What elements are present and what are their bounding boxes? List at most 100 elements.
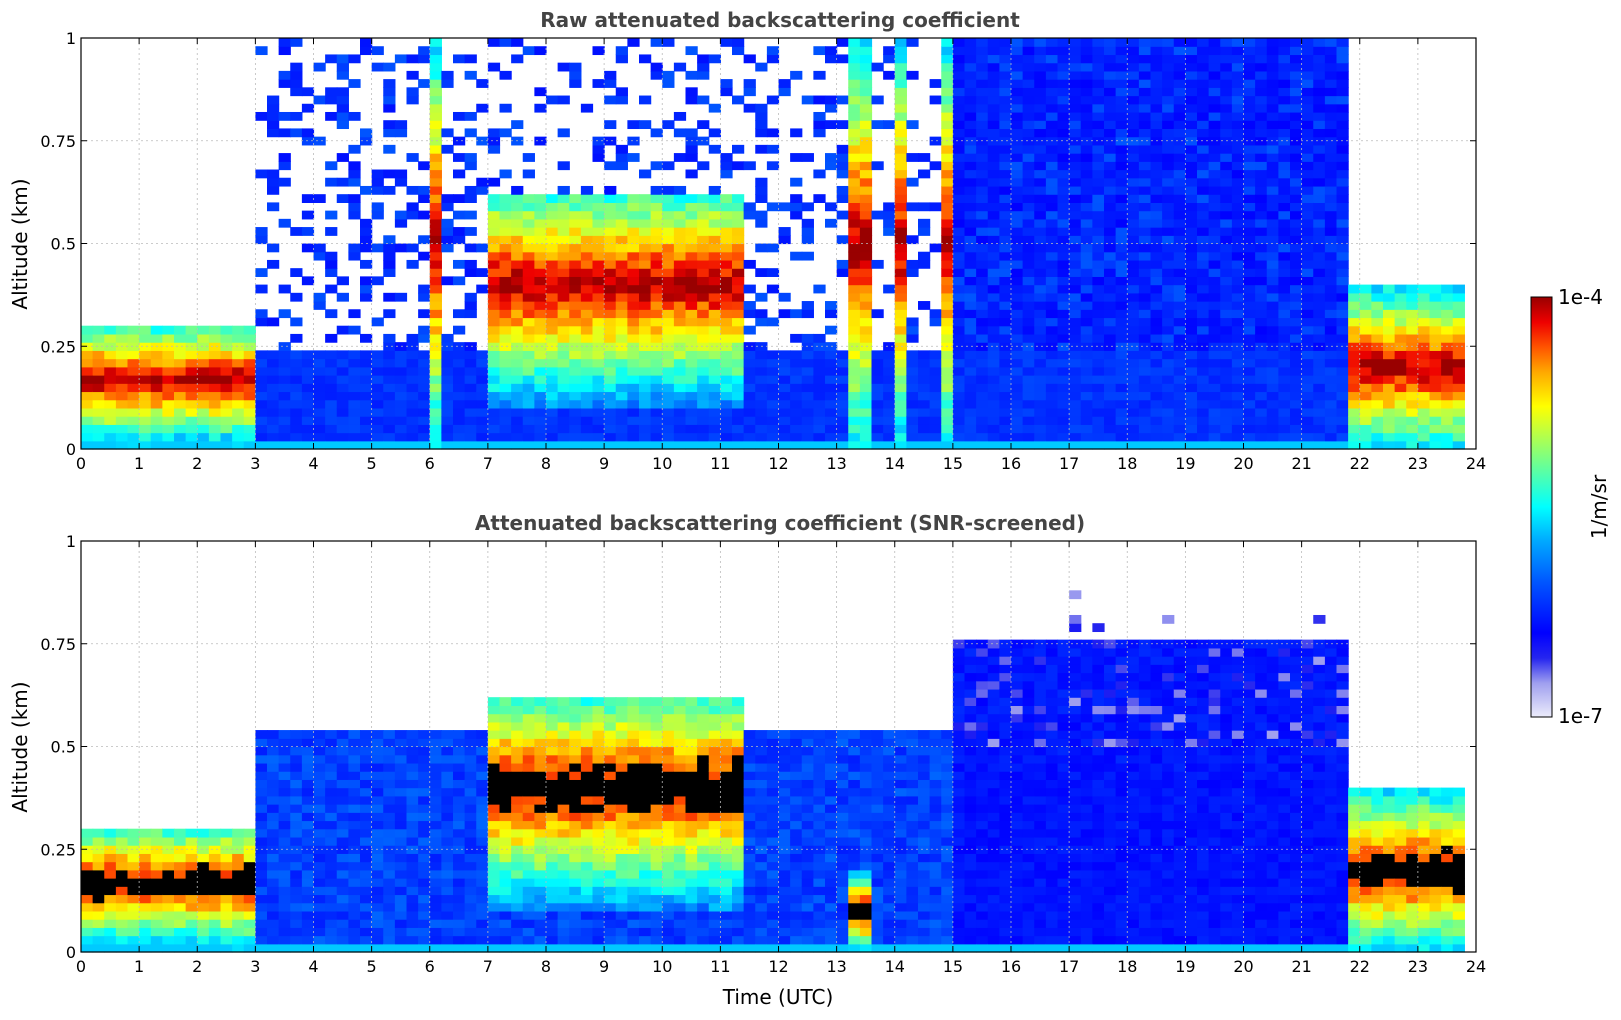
heatmap-cell [1080, 309, 1093, 319]
heatmap-cell [1301, 375, 1314, 384]
heatmap-cell [255, 853, 268, 863]
heatmap-cell [1150, 317, 1163, 327]
heatmap-cell [1104, 111, 1117, 121]
heatmap-cell [499, 919, 512, 928]
heatmap-cell [1057, 350, 1070, 360]
heatmap-cell [1057, 309, 1070, 319]
heatmap-cell [267, 202, 280, 212]
heatmap-cell [348, 210, 361, 220]
heatmap-cell [1348, 391, 1361, 401]
heatmap-cell [139, 902, 152, 912]
heatmap-cell [394, 861, 408, 871]
heatmap-cell [685, 407, 698, 417]
heatmap-cell [1383, 301, 1396, 310]
heatmap-cell [150, 894, 163, 904]
heatmap-cell [1069, 358, 1082, 368]
heatmap-cell [720, 432, 733, 442]
heatmap-cell [313, 927, 326, 937]
heatmap-cell [1220, 416, 1233, 425]
heatmap-cell [941, 194, 954, 203]
heatmap-cell [174, 919, 187, 928]
heatmap-cell [673, 309, 687, 319]
heatmap-cell [859, 70, 873, 80]
heatmap-cell [1057, 259, 1070, 269]
heatmap-cell [639, 218, 652, 228]
heatmap-cell [1348, 350, 1361, 360]
heatmap-cell [441, 771, 454, 780]
heatmap-cell [848, 227, 861, 236]
heatmap-cell [429, 38, 442, 47]
heatmap-cell [1034, 424, 1047, 434]
heatmap-cell [1162, 194, 1175, 203]
heatmap-cell [1313, 284, 1326, 294]
heatmap-cell [720, 202, 733, 212]
heatmap-cell [1336, 161, 1349, 171]
heatmap-cell [371, 828, 384, 838]
heatmap-cell [371, 177, 384, 187]
heatmap-cell [941, 284, 954, 294]
heatmap-cell [1138, 210, 1152, 220]
heatmap-cell [464, 432, 477, 442]
heatmap-cell [487, 317, 501, 327]
heatmap-cell [115, 350, 129, 360]
heatmap-cell [441, 804, 454, 813]
heatmap-cell [918, 169, 931, 179]
heatmap-cell [976, 169, 989, 179]
heatmap-cell [1057, 317, 1070, 327]
heatmap-cell [92, 853, 105, 863]
heatmap-cell [1336, 243, 1349, 253]
heatmap-cell [127, 325, 140, 335]
heatmap-cell [464, 836, 477, 846]
heatmap-cell [511, 210, 524, 220]
heatmap-cell [964, 128, 977, 138]
heatmap-cell [1231, 440, 1245, 450]
heatmap-cell [453, 276, 466, 286]
heatmap-cell [1336, 292, 1349, 302]
heatmap-cell [1197, 268, 1210, 277]
heatmap-cell [941, 210, 954, 220]
heatmap-cell [673, 276, 687, 286]
heatmap-cell [336, 804, 349, 813]
heatmap-cell [1069, 111, 1082, 121]
heatmap-cell [1173, 276, 1186, 286]
heatmap-cell [1371, 292, 1384, 302]
heatmap-cell [848, 440, 861, 450]
heatmap-cell [336, 853, 349, 863]
heatmap-cell [1324, 185, 1338, 195]
heatmap-cell [255, 738, 268, 748]
heatmap-cell [708, 432, 721, 442]
heatmap-cell [441, 919, 454, 928]
heatmap-cell [511, 820, 524, 830]
heatmap-cell [1324, 161, 1338, 171]
heatmap-cell [499, 391, 512, 401]
heatmap-cell [418, 251, 431, 261]
heatmap-cell [1441, 358, 1454, 368]
heatmap-cell [464, 309, 477, 319]
heatmap-cell [1104, 350, 1117, 360]
heatmap-cell [1348, 440, 1361, 450]
heatmap-cell [1208, 70, 1221, 80]
heatmap-cell [1278, 276, 1291, 286]
heatmap-cell [185, 366, 198, 376]
heatmap-cell [592, 301, 605, 310]
heatmap-cell [941, 38, 954, 47]
heatmap-cell [1383, 440, 1396, 450]
heatmap-cell [255, 812, 268, 822]
heatmap-cell [476, 853, 489, 863]
heatmap-cell [662, 358, 675, 368]
heatmap-cell [673, 440, 687, 450]
heatmap-cell [1034, 54, 1047, 64]
heatmap-cell [1022, 276, 1035, 286]
heatmap-cell [1115, 416, 1128, 425]
heatmap-cell [406, 779, 419, 789]
heatmap-cell [1034, 416, 1047, 425]
heatmap-cell [825, 301, 838, 310]
heatmap-cell [1197, 358, 1210, 368]
heatmap-cell [313, 350, 326, 360]
heatmap-cell [1022, 358, 1035, 368]
heatmap-cell [952, 120, 966, 130]
heatmap-cell [1150, 218, 1163, 228]
heatmap-cell [615, 325, 628, 335]
heatmap-cell [592, 440, 605, 450]
heatmap-cell [1278, 416, 1291, 425]
